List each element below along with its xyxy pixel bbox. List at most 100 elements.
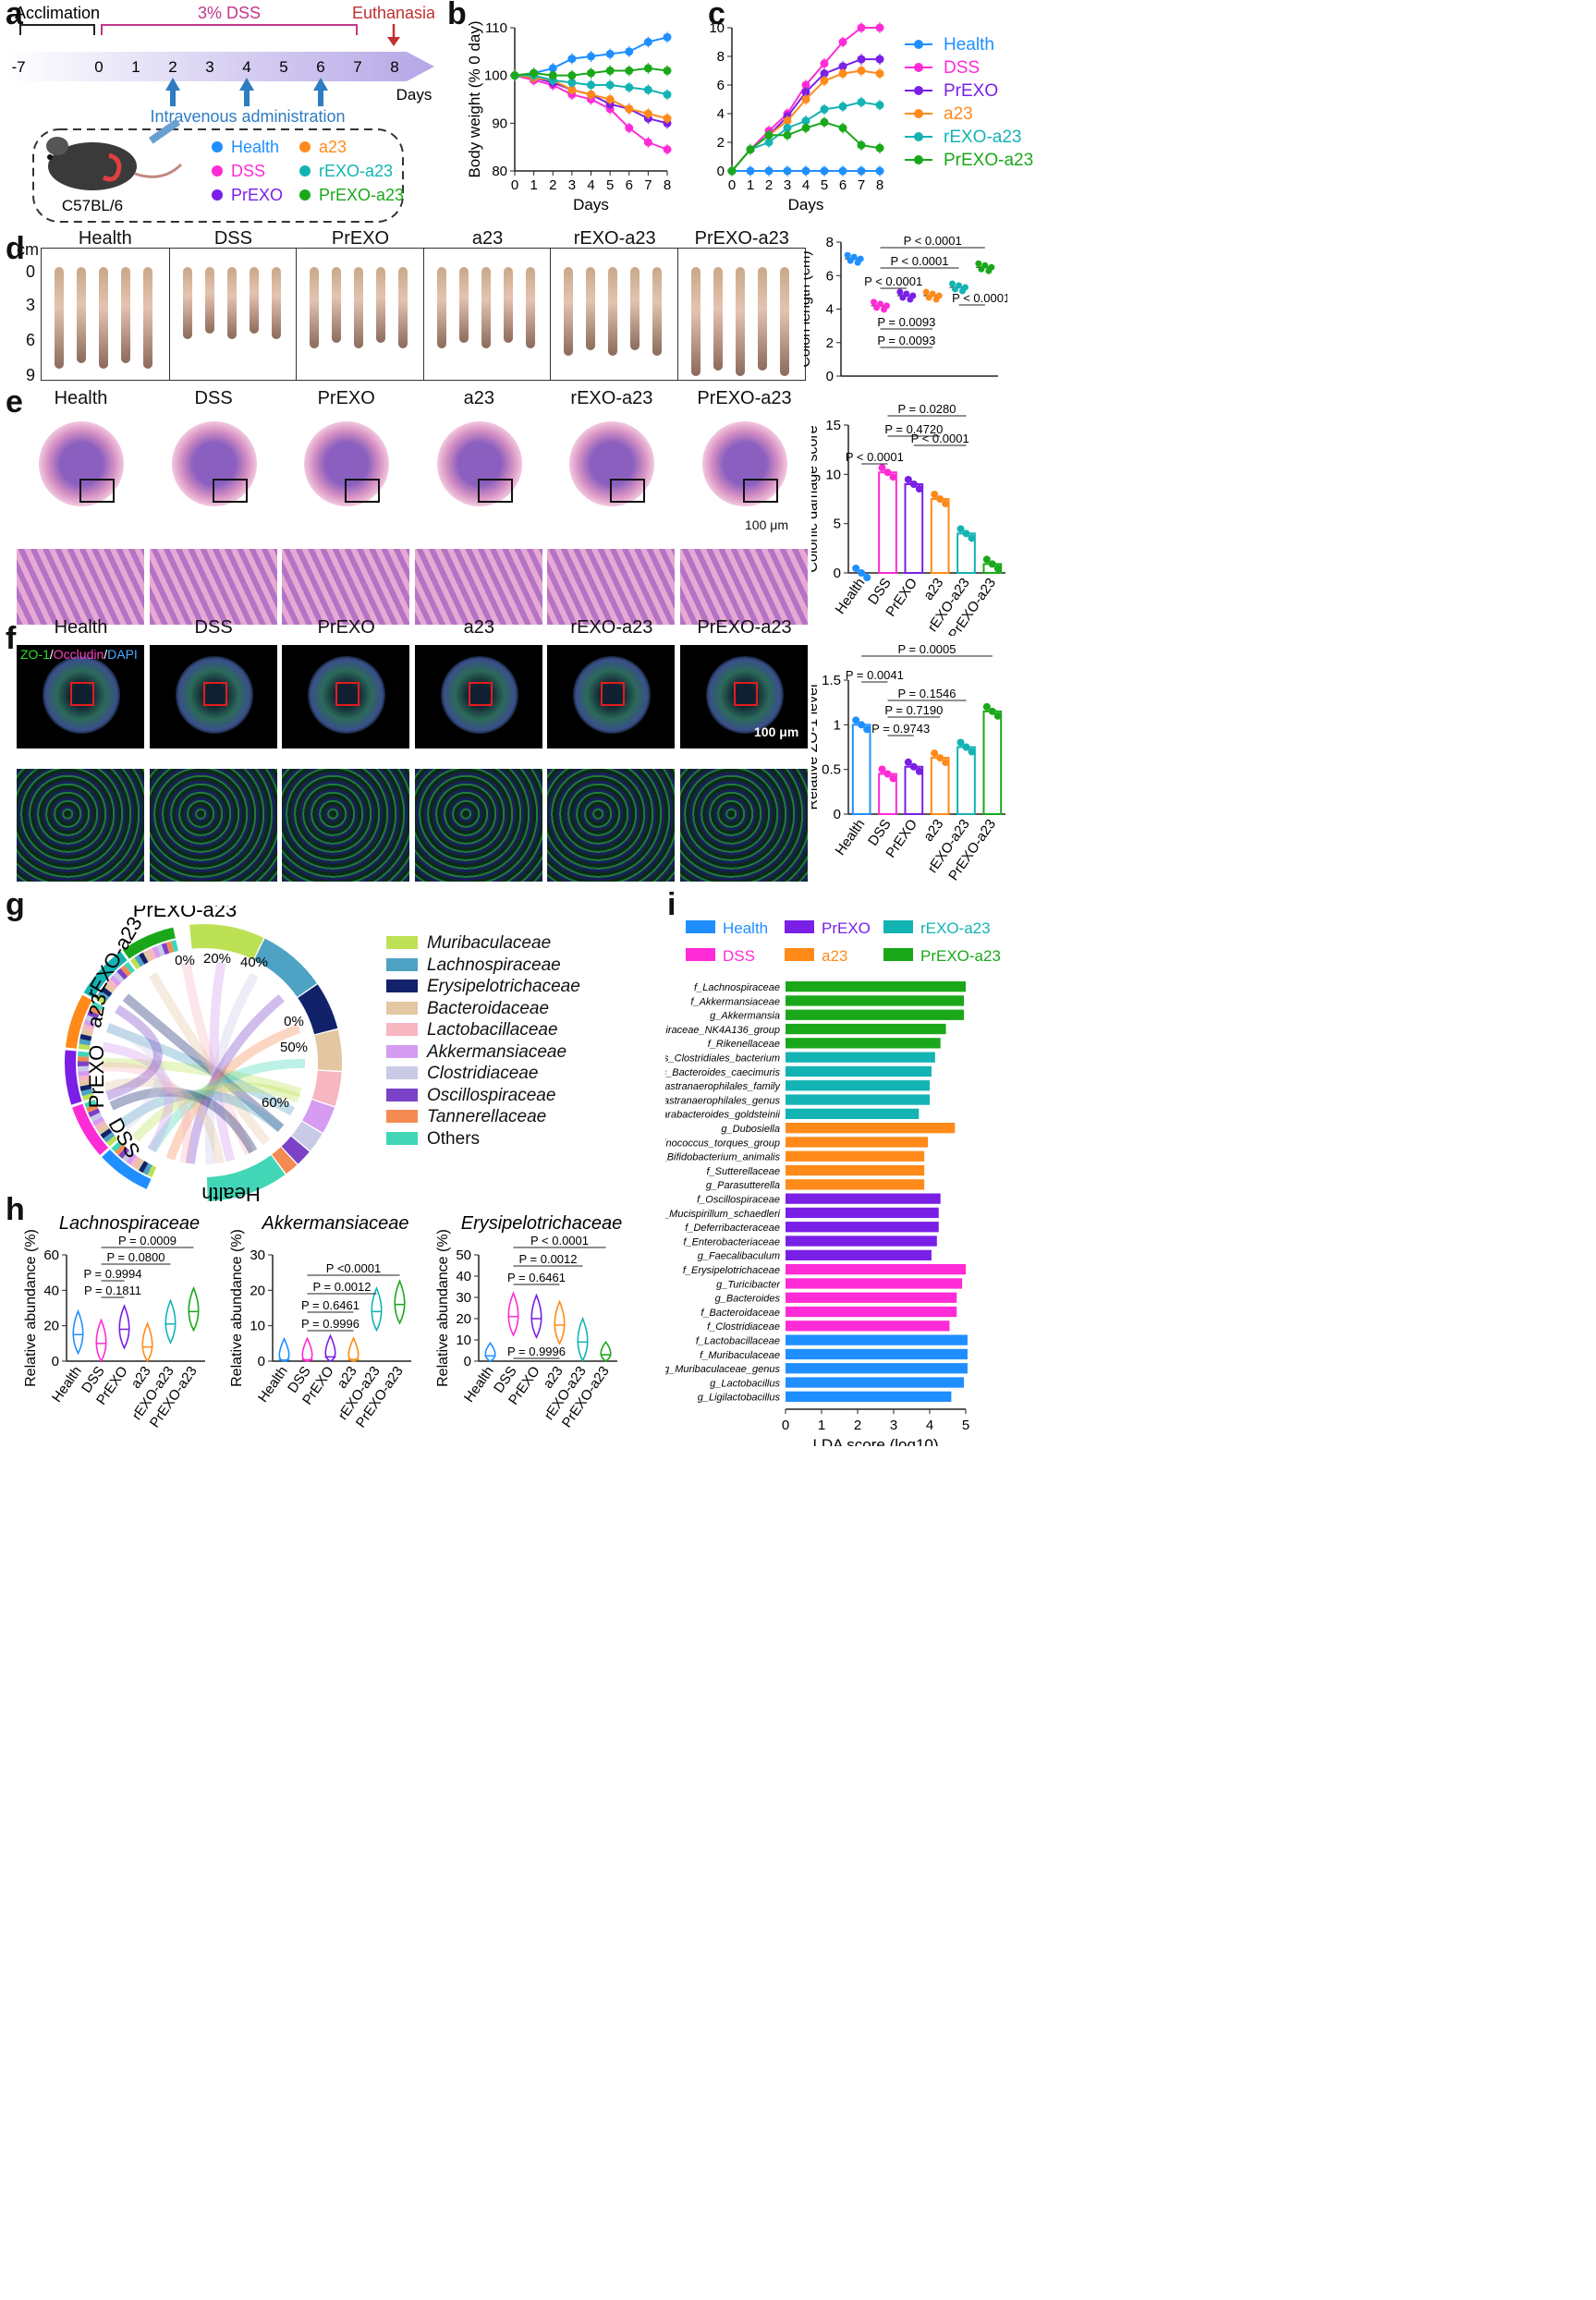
lda-bar: [786, 1164, 925, 1176]
scale-bar-label: 100 μm: [754, 724, 799, 739]
legend-marker: [914, 109, 923, 118]
data-point: [857, 166, 866, 176]
lda-bar: [786, 1207, 939, 1219]
sample-segment: [89, 1005, 102, 1016]
taxon-label: f_Lachnospiraceae: [694, 982, 780, 993]
legend-rexo-a23: rEXO-a23: [319, 162, 393, 180]
p-value: P = 0.7190: [884, 703, 943, 717]
lda-bar: [786, 1235, 937, 1247]
data-point: [875, 69, 884, 79]
taxon-label: g_Gastranaerophilales_genus: [665, 1095, 780, 1106]
data-point: [663, 114, 672, 123]
legend-label: PrEXO: [822, 919, 871, 937]
violin-shape: [118, 1304, 130, 1350]
p-value: P = 0.0012: [518, 1252, 577, 1266]
family-legend: Muribaculaceae Lachnospiraceae Erysipelotr…: [386, 933, 580, 1174]
p-value: P = 0.0041: [846, 668, 904, 682]
stain-legend: ZO-1/Occludin/DAPI: [20, 647, 138, 662]
legend-swatch: [883, 920, 913, 933]
tick-6: 6: [316, 58, 324, 76]
sample-segment: [81, 1092, 94, 1101]
legend-swatch: [386, 1066, 418, 1079]
sample-group-label: a23: [82, 992, 111, 1029]
data-point: [878, 765, 886, 773]
chord-link: [165, 1024, 301, 1161]
y-tick-label: 20: [456, 1311, 471, 1327]
stain-label: ZO-1: [20, 647, 50, 662]
legend-marker: [914, 63, 923, 72]
legend-swatch: [386, 980, 418, 992]
x-tick-label: 2: [549, 177, 556, 193]
lda-bar: [786, 1065, 932, 1077]
colon-specimen: [310, 267, 320, 348]
sample-segment: [83, 1019, 96, 1028]
y-tick-label: 40: [456, 1269, 471, 1284]
he-cross-section: [304, 421, 390, 506]
legend-label: PrEXO: [944, 81, 998, 101]
legend-swatch: [386, 957, 418, 971]
series-line-PrEXO: [731, 58, 880, 172]
legend-prexo-a23: PrEXO-a23: [319, 186, 404, 204]
sample-segment: [100, 1127, 113, 1139]
data-point: [857, 98, 866, 107]
sample-segment: [103, 982, 116, 993]
data-point: [801, 88, 810, 97]
days-label: Days: [396, 86, 433, 103]
colon-specimen: [354, 267, 364, 348]
p-value: P = 0.0093: [877, 334, 935, 347]
y-tick-label: 8: [826, 235, 834, 250]
sample-segment: [134, 955, 145, 967]
legend-swatch: [386, 1044, 418, 1058]
lda-bar: [786, 1137, 929, 1148]
lda-bar: [786, 1363, 968, 1374]
taxon-label: s_Mucispirillum_schaedleri: [665, 1209, 781, 1220]
x-tick-label: 6: [626, 177, 633, 193]
y-axis-label: Relative abundance (%): [229, 1229, 245, 1387]
taxon-label: f_Bacteroidaceae: [701, 1308, 780, 1319]
data-point: [838, 62, 847, 71]
x-tick-label: Health: [833, 817, 869, 858]
data-point: [764, 138, 774, 147]
zoom-box: [610, 479, 646, 503]
sample-segment: [94, 994, 107, 1005]
data-point: [909, 481, 918, 488]
data-point: [896, 288, 904, 296]
family-arc: [281, 1136, 310, 1164]
legend-health: Health: [231, 138, 279, 156]
if-group-label: rEXO-a23: [570, 617, 653, 638]
data-point: [587, 52, 595, 61]
he-histology: Health DSS PrEXO a23 rEXO-a23 PrEXO-a23 100 μm: [15, 388, 811, 625]
violin-shape: [394, 1279, 406, 1325]
sample-segment: [115, 1144, 127, 1156]
cm-label: cm: [17, 240, 39, 259]
y-tick-label: 110: [485, 20, 507, 36]
data-point: [783, 116, 792, 126]
sample-segment: [147, 947, 157, 960]
taxon-label: g_Ligilactobacillus: [698, 1393, 781, 1404]
sample-segment: [111, 1140, 123, 1152]
y-tick-label: 40: [43, 1283, 59, 1298]
bar: [982, 710, 1003, 815]
x-tick-label: 4: [802, 177, 810, 193]
data-point: [922, 288, 930, 296]
data-point: [875, 143, 884, 152]
data-point: [510, 71, 519, 80]
x-tick-label: 4: [587, 177, 594, 193]
he-group-label: a23: [463, 388, 494, 408]
chord-link: [106, 1022, 165, 1131]
tick-2: 2: [168, 58, 177, 76]
y-axis-label: Relative abundance (%): [23, 1229, 39, 1387]
data-point: [975, 260, 982, 267]
violin-shape: [301, 1336, 313, 1362]
data-point: [854, 259, 861, 266]
colon-specimen: [780, 267, 789, 376]
experimental-timeline: Acclimation 3% DSS Euthanasia -7 0 1 2 3…: [6, 4, 434, 223]
sample-segment: [87, 1010, 100, 1019]
panel-label-d: d: [6, 231, 25, 266]
violin-title: Erysipelotrichaceae: [461, 1213, 623, 1234]
he-zoom-image: [414, 549, 542, 625]
if-overview-image: [282, 645, 410, 748]
groups-legend: Health DSS PrEXO a23 rEXO-a23 PrEXO-a23: [905, 35, 1033, 170]
x-tick-label: 7: [644, 177, 652, 193]
y-tick-label: 2: [717, 135, 725, 151]
